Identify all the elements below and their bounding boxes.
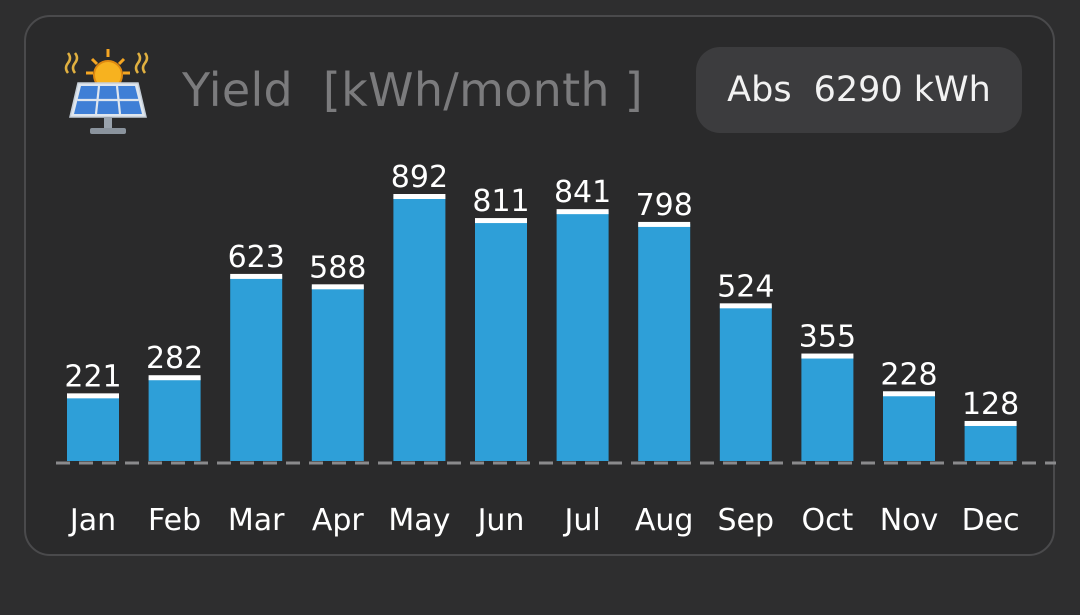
month-label-sep: Sep bbox=[718, 503, 775, 538]
month-label-may: May bbox=[388, 503, 450, 538]
bar-cap-jan bbox=[67, 393, 119, 399]
yield-card: Yield [kWh/month ] Abs 6290 kWh bbox=[24, 15, 1055, 556]
bar-feb bbox=[148, 377, 201, 461]
value-label-oct: 355 bbox=[799, 320, 856, 355]
bar-jan bbox=[67, 395, 119, 461]
month-label-mar: Mar bbox=[228, 503, 285, 538]
bar-cap-apr bbox=[311, 284, 364, 290]
value-label-nov: 228 bbox=[880, 357, 937, 392]
value-label-sep: 524 bbox=[717, 269, 774, 304]
value-label-dec: 128 bbox=[962, 387, 1019, 422]
bar-cap-jun bbox=[475, 218, 527, 224]
month-label-dec: Dec bbox=[962, 503, 1020, 538]
bar-sep bbox=[719, 305, 772, 461]
value-label-aug: 798 bbox=[636, 188, 693, 223]
month-label-nov: Nov bbox=[880, 503, 939, 538]
chart-title: Yield [kWh/month ] bbox=[182, 63, 644, 117]
month-label-jul: Jul bbox=[562, 503, 600, 538]
month-label-oct: Oct bbox=[801, 503, 853, 538]
bar-mar bbox=[230, 275, 283, 461]
value-label-jan: 221 bbox=[64, 359, 121, 394]
value-label-jul: 841 bbox=[554, 175, 611, 210]
month-label-aug: Aug bbox=[635, 503, 694, 538]
bar-jul bbox=[556, 211, 609, 461]
bar-aug bbox=[638, 223, 691, 461]
month-label-apr: Apr bbox=[312, 503, 365, 538]
bar-dec bbox=[964, 422, 1017, 461]
bar-may bbox=[393, 196, 446, 461]
bar-cap-oct bbox=[801, 353, 854, 359]
value-label-feb: 282 bbox=[146, 341, 203, 376]
bar-jun bbox=[475, 220, 527, 461]
month-label-jan: Jan bbox=[68, 503, 116, 538]
bar-cap-feb bbox=[148, 375, 201, 381]
value-label-jun: 811 bbox=[472, 184, 529, 219]
solar-panel-icon bbox=[64, 49, 149, 134]
month-label-jun: Jun bbox=[476, 503, 525, 538]
value-label-mar: 623 bbox=[228, 240, 285, 275]
bar-cap-jul bbox=[556, 209, 609, 215]
bar-nov bbox=[883, 393, 935, 461]
value-label-may: 892 bbox=[391, 160, 448, 195]
total-label: Abs bbox=[727, 70, 792, 110]
bar-cap-nov bbox=[883, 391, 935, 397]
bar-apr bbox=[311, 286, 364, 461]
bar-cap-sep bbox=[719, 303, 772, 309]
bar-cap-aug bbox=[638, 221, 691, 227]
bar-cap-mar bbox=[230, 273, 283, 279]
value-label-apr: 588 bbox=[309, 250, 366, 285]
month-label-feb: Feb bbox=[148, 503, 201, 538]
bar-oct bbox=[801, 355, 854, 461]
total-yield-badge[interactable]: Abs 6290 kWh bbox=[696, 47, 1022, 133]
bar-cap-may bbox=[393, 194, 446, 199]
total-value: 6290 kWh bbox=[813, 70, 991, 110]
bar-cap-dec bbox=[964, 420, 1017, 426]
